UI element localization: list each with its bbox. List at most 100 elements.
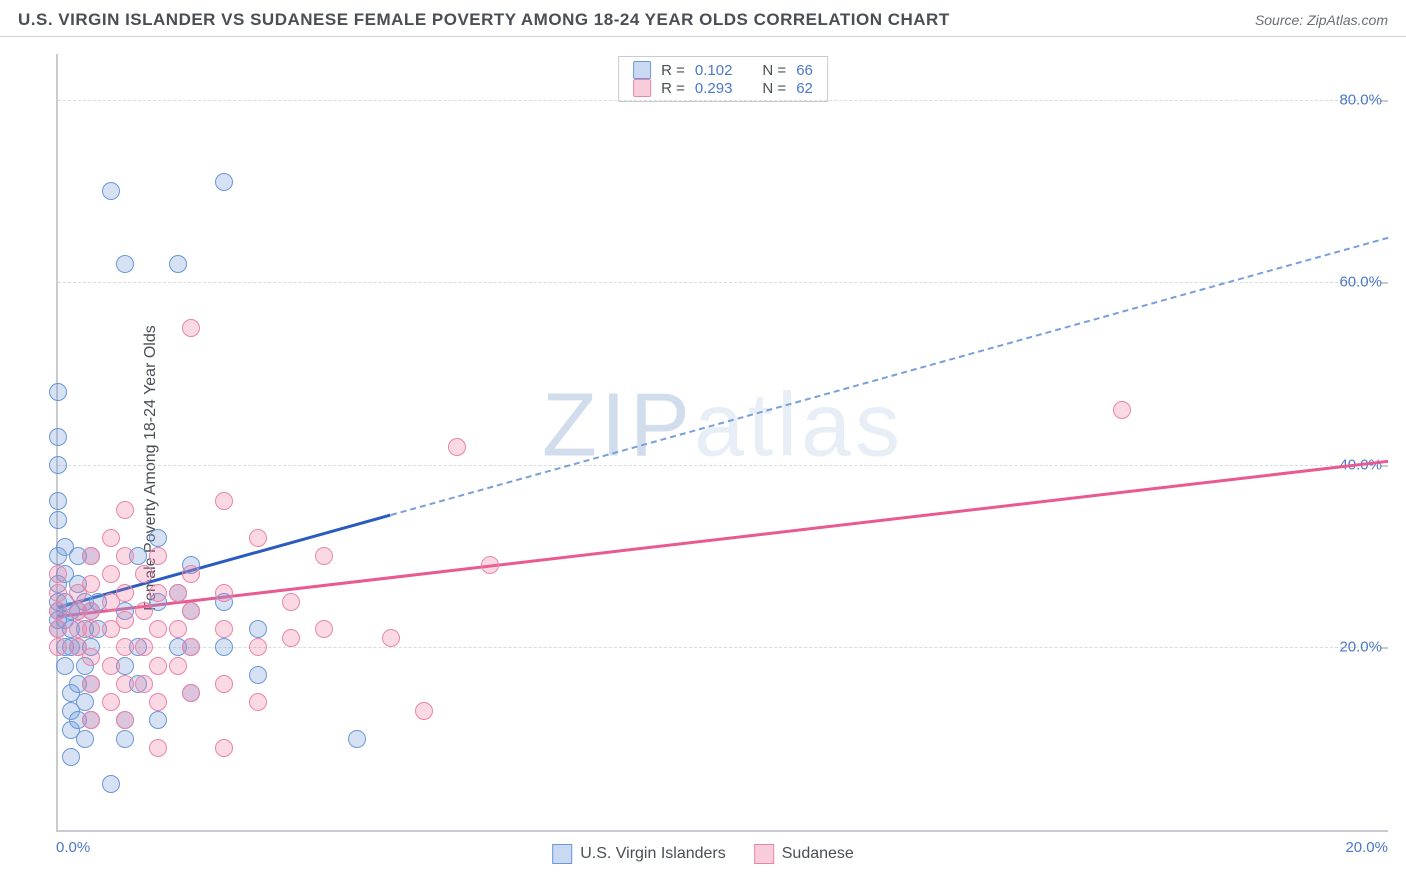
x-tick-left: 0.0% xyxy=(56,839,90,856)
scatter-point xyxy=(182,684,200,702)
scatter-point xyxy=(82,602,100,620)
scatter-point xyxy=(135,675,153,693)
x-tick-right: 20.0% xyxy=(1345,839,1388,856)
scatter-point xyxy=(149,711,167,729)
legend-item-usvi: U.S. Virgin Islanders xyxy=(552,844,726,864)
scatter-point xyxy=(62,748,80,766)
scatter-point xyxy=(481,556,499,574)
scatter-point xyxy=(102,529,120,547)
gridline xyxy=(58,100,1388,101)
scatter-point xyxy=(169,620,187,638)
scatter-point xyxy=(215,584,233,602)
correlation-legend: R = 0.102 N = 66 R = 0.293 N = 62 xyxy=(618,56,828,102)
scatter-point xyxy=(215,638,233,656)
scatter-point xyxy=(49,511,67,529)
gridline xyxy=(58,282,1388,283)
scatter-point xyxy=(249,666,267,684)
legend-swatch-sudanese-icon xyxy=(754,844,774,864)
scatter-point xyxy=(82,711,100,729)
scatter-point xyxy=(49,602,67,620)
scatter-point xyxy=(149,584,167,602)
scatter-point xyxy=(49,584,67,602)
scatter-point xyxy=(149,529,167,547)
scatter-point xyxy=(282,593,300,611)
scatter-point xyxy=(249,529,267,547)
gridline xyxy=(58,465,1388,466)
scatter-point xyxy=(249,693,267,711)
scatter-point xyxy=(249,638,267,656)
scatter-point xyxy=(102,775,120,793)
scatter-point xyxy=(215,675,233,693)
scatter-point xyxy=(116,730,134,748)
scatter-point xyxy=(249,620,267,638)
scatter-point xyxy=(102,182,120,200)
scatter-point xyxy=(56,657,74,675)
legend-swatch-usvi xyxy=(633,61,651,79)
legend-swatch-sudanese xyxy=(633,79,651,97)
scatter-point xyxy=(116,255,134,273)
series-legend: U.S. Virgin Islanders Sudanese xyxy=(552,844,854,864)
scatter-point xyxy=(49,492,67,510)
scatter-point xyxy=(215,492,233,510)
scatter-point xyxy=(169,584,187,602)
scatter-point xyxy=(169,657,187,675)
trend-line xyxy=(390,237,1388,516)
scatter-point xyxy=(182,565,200,583)
scatter-point xyxy=(448,438,466,456)
scatter-point xyxy=(49,620,67,638)
watermark: ZIPatlas xyxy=(542,375,904,478)
scatter-point xyxy=(49,383,67,401)
scatter-point xyxy=(76,693,94,711)
plot-area: ZIPatlas R = 0.102 N = 66 R = 0.293 N = … xyxy=(56,54,1388,832)
y-tick-label: 80.0% xyxy=(1339,91,1382,108)
scatter-point xyxy=(116,611,134,629)
y-tick-label: 20.0% xyxy=(1339,639,1382,656)
y-tick-label: 60.0% xyxy=(1339,274,1382,291)
legend-row-b: R = 0.293 N = 62 xyxy=(633,79,813,97)
scatter-point xyxy=(116,675,134,693)
scatter-point xyxy=(82,648,100,666)
scatter-point xyxy=(82,547,100,565)
scatter-point xyxy=(116,638,134,656)
scatter-point xyxy=(282,629,300,647)
scatter-point xyxy=(76,730,94,748)
legend-row-a: R = 0.102 N = 66 xyxy=(633,61,813,79)
scatter-point xyxy=(102,565,120,583)
legend-swatch-usvi-icon xyxy=(552,844,572,864)
scatter-point xyxy=(82,575,100,593)
scatter-point xyxy=(135,638,153,656)
scatter-point xyxy=(348,730,366,748)
scatter-point xyxy=(116,501,134,519)
scatter-point xyxy=(215,739,233,757)
scatter-point xyxy=(182,638,200,656)
chart-header: U.S. VIRGIN ISLANDER VS SUDANESE FEMALE … xyxy=(0,0,1406,37)
scatter-point xyxy=(315,547,333,565)
scatter-point xyxy=(149,620,167,638)
scatter-point xyxy=(382,629,400,647)
scatter-point xyxy=(215,173,233,191)
scatter-point xyxy=(49,638,67,656)
scatter-point xyxy=(415,702,433,720)
scatter-point xyxy=(1113,401,1131,419)
scatter-point xyxy=(49,456,67,474)
legend-item-sudanese: Sudanese xyxy=(754,844,854,864)
scatter-point xyxy=(116,711,134,729)
scatter-point xyxy=(149,693,167,711)
scatter-point xyxy=(315,620,333,638)
scatter-point xyxy=(49,428,67,446)
chart-source: Source: ZipAtlas.com xyxy=(1255,12,1388,28)
scatter-point xyxy=(49,565,67,583)
scatter-point xyxy=(102,693,120,711)
scatter-point xyxy=(135,602,153,620)
scatter-point xyxy=(149,739,167,757)
chart-area: Female Poverty Among 18-24 Year Olds ZIP… xyxy=(0,44,1406,892)
scatter-point xyxy=(149,657,167,675)
scatter-point xyxy=(149,547,167,565)
scatter-point xyxy=(116,584,134,602)
scatter-point xyxy=(102,657,120,675)
chart-title: U.S. VIRGIN ISLANDER VS SUDANESE FEMALE … xyxy=(18,10,950,30)
scatter-point xyxy=(82,620,100,638)
scatter-point xyxy=(82,675,100,693)
scatter-point xyxy=(135,565,153,583)
scatter-point xyxy=(182,602,200,620)
